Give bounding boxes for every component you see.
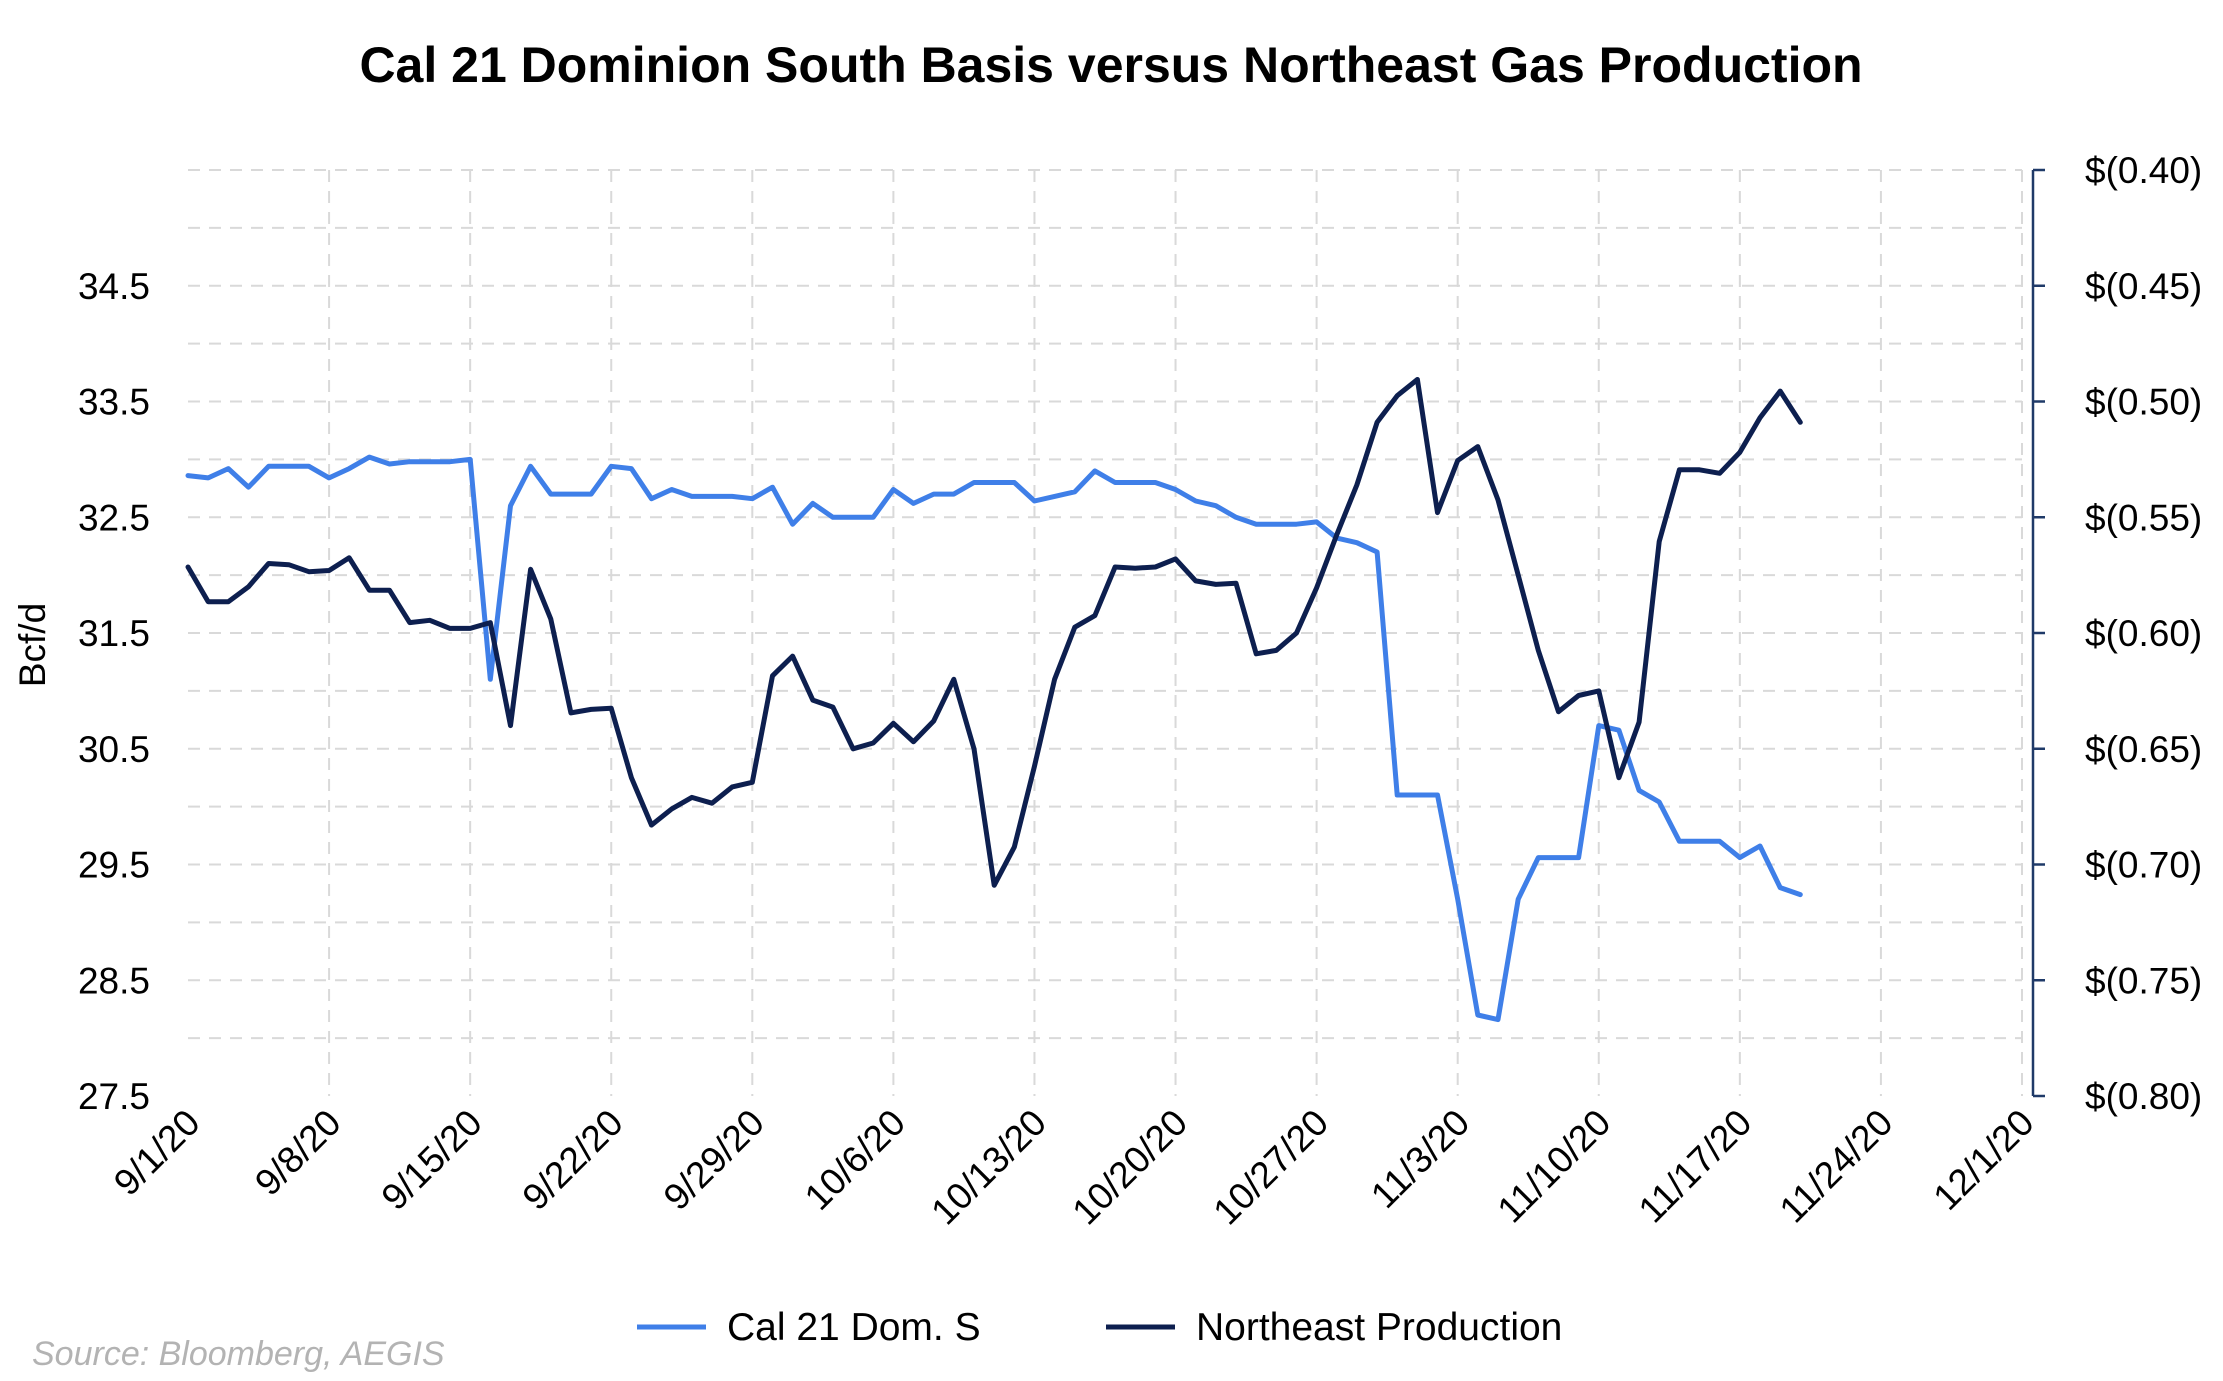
x-tick-label: 11/17/20 [1631, 1102, 1760, 1231]
y-left-tick-label: 33.5 [78, 382, 150, 423]
x-tick-label: 10/20/20 [1064, 1102, 1195, 1233]
series [185, 377, 1803, 1023]
y-right-tick-label: $(0.65) [2085, 729, 2202, 770]
y-right-tick-label: $(0.40) [2085, 150, 2202, 191]
source-note: Source: Bloomberg, AEGIS [32, 1335, 445, 1373]
y-left-tick-label: 30.5 [78, 729, 150, 770]
x-tick-label: 11/24/20 [1772, 1102, 1901, 1231]
x-tick-label: 12/1/20 [1925, 1102, 2041, 1218]
y-right-tick-label: $(0.60) [2085, 613, 2202, 654]
x-tick-label: 10/13/20 [923, 1102, 1054, 1233]
y-left-tick-label: 29.5 [78, 845, 150, 886]
y-axis-label: Bcf/d [12, 603, 53, 687]
grid [188, 169, 2023, 1096]
x-tick-label: 9/29/20 [656, 1102, 772, 1218]
y-right-tick-label: $(0.50) [2085, 382, 2202, 423]
x-tick-label: 9/15/20 [374, 1102, 490, 1218]
x-tick-label: 10/6/20 [797, 1102, 913, 1218]
y-right-tick-label: $(0.45) [2085, 266, 2202, 307]
y-left-tick-label: 34.5 [78, 266, 150, 307]
x-tick-label: 9/8/20 [247, 1102, 349, 1204]
chart-title: Cal 21 Dominion South Basis versus North… [359, 37, 1862, 93]
series-line-northeast [185, 377, 1803, 888]
y-left-tick-label: 32.5 [78, 497, 150, 538]
x-tick-label: 9/22/20 [515, 1102, 631, 1218]
legend-label-northeast: Northeast Production [1196, 1306, 1562, 1349]
series-line-dom-s [185, 454, 1803, 1023]
legend: Cal 21 Dom. S Northeast Production [637, 1306, 1562, 1349]
x-tick-label: 11/10/20 [1490, 1102, 1619, 1231]
y-right-tick-label: $(0.70) [2085, 845, 2202, 886]
legend-label-dom-s: Cal 21 Dom. S [727, 1306, 981, 1349]
y-left-tick-label: 27.5 [78, 1076, 150, 1117]
x-tick-label: 10/27/20 [1205, 1102, 1336, 1233]
y-left-tick-label: 28.5 [78, 960, 150, 1001]
x-tick-label: 11/3/20 [1363, 1102, 1477, 1216]
y-right-tick-label: $(0.80) [2085, 1076, 2202, 1117]
y-left-tick-label: 31.5 [78, 613, 150, 654]
y-right-tick-label: $(0.55) [2085, 497, 2202, 538]
y-right-tick-label: $(0.75) [2085, 960, 2202, 1001]
